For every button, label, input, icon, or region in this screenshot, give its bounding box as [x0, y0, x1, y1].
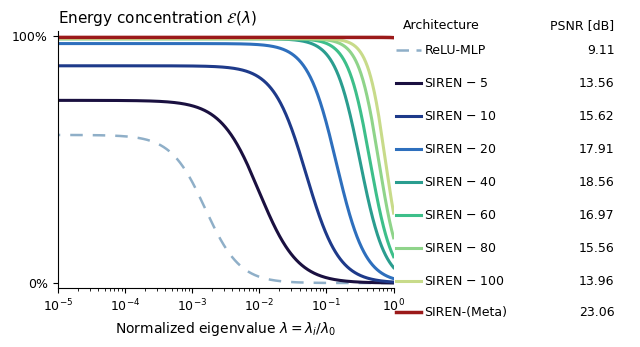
- Text: PSNR [dB]: PSNR [dB]: [550, 19, 614, 32]
- Text: SIREN $-$ 5: SIREN $-$ 5: [424, 77, 489, 90]
- Text: ReLU-MLP: ReLU-MLP: [424, 44, 486, 57]
- Text: Architecture: Architecture: [403, 19, 480, 32]
- Text: SIREN $-$ 40: SIREN $-$ 40: [424, 176, 497, 189]
- Text: 15.56: 15.56: [579, 242, 614, 255]
- Text: SIREN $-$ 20: SIREN $-$ 20: [424, 143, 497, 156]
- Text: SIREN $-$ 100: SIREN $-$ 100: [424, 274, 506, 288]
- Text: SIREN-(Meta): SIREN-(Meta): [424, 306, 508, 319]
- Text: 16.97: 16.97: [579, 209, 614, 222]
- Text: 9.11: 9.11: [587, 44, 614, 57]
- Text: 13.96: 13.96: [579, 274, 614, 288]
- Text: 23.06: 23.06: [579, 306, 614, 319]
- X-axis label: Normalized eigenvalue $\lambda = \lambda_i/\lambda_0$: Normalized eigenvalue $\lambda = \lambda…: [115, 320, 336, 338]
- Text: Energy concentration $\mathcal{E}(\lambda)$: Energy concentration $\mathcal{E}(\lambd…: [58, 9, 257, 28]
- Text: 13.56: 13.56: [579, 77, 614, 90]
- Text: 18.56: 18.56: [579, 176, 614, 189]
- Text: SIREN $-$ 80: SIREN $-$ 80: [424, 242, 497, 255]
- Text: SIREN $-$ 60: SIREN $-$ 60: [424, 209, 497, 222]
- Text: 17.91: 17.91: [579, 143, 614, 156]
- Text: 15.62: 15.62: [579, 110, 614, 123]
- Text: SIREN $-$ 10: SIREN $-$ 10: [424, 110, 497, 123]
